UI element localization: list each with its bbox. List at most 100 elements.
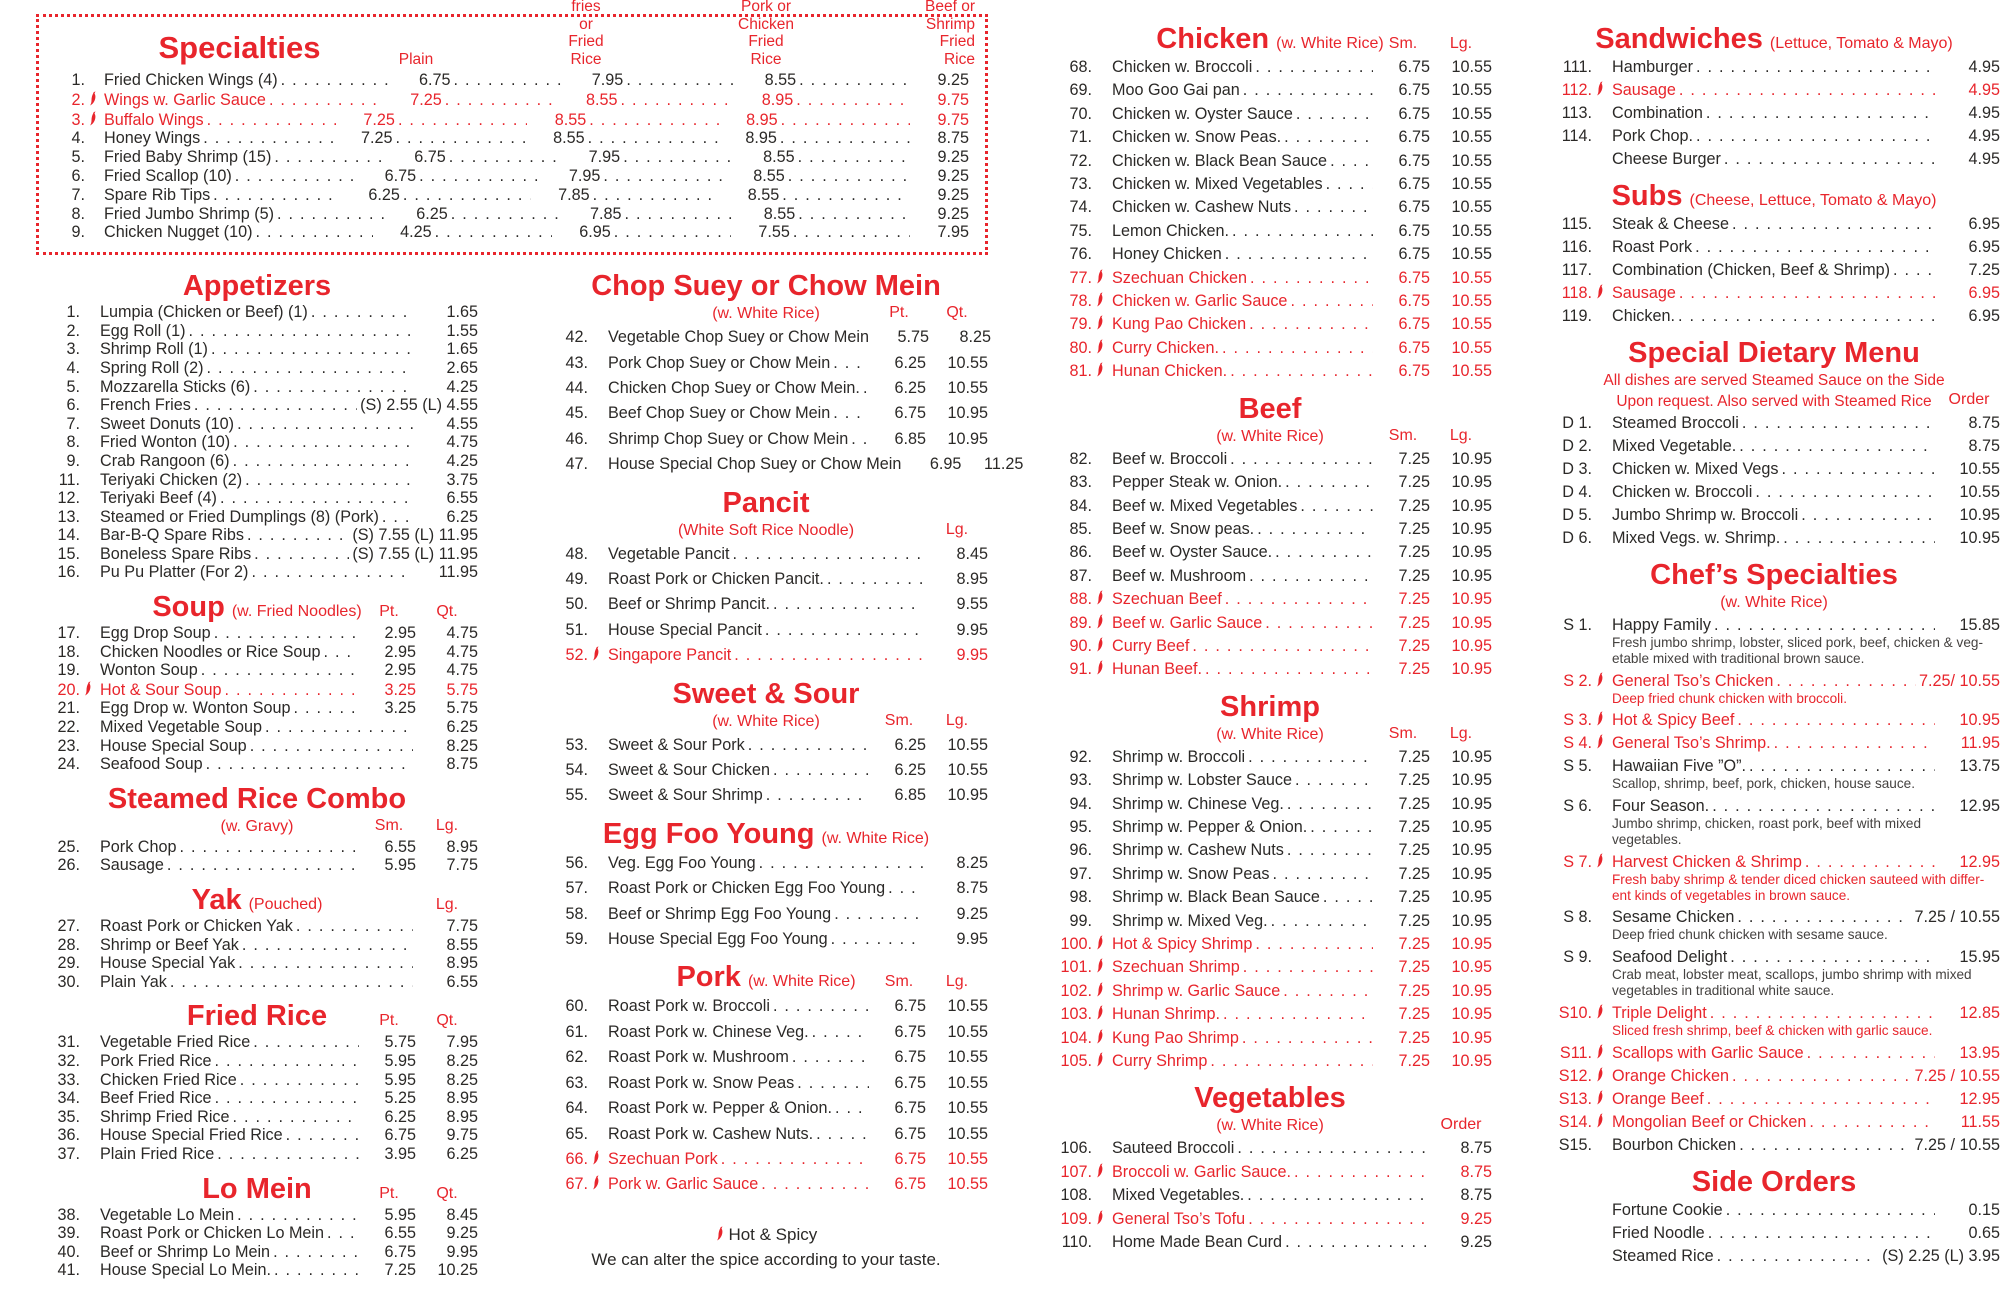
item-price: (S) 7.55 (L) 11.95	[352, 526, 478, 545]
dot-leader	[1706, 102, 1935, 125]
item-price-large: 10.95	[1451, 911, 1492, 930]
dot-leader	[1707, 1088, 1935, 1111]
item-name: Chicken w. Mixed Vegs	[1612, 460, 1779, 478]
item-number: 108.	[1060, 1186, 1092, 1205]
item-price: 8.55	[753, 166, 785, 185]
dot-leader	[851, 427, 869, 452]
item-price-large: 10.55	[947, 735, 988, 754]
section-subtitle-line: (w. White Rice) Pt. Qt.	[544, 303, 988, 325]
item-price: 13.75	[1959, 757, 2000, 776]
menu-item-row: 113. Combination 4.95	[1548, 102, 2000, 125]
section-header: Subs (Cheese, Lettuce, Tomato & Mayo)	[1548, 179, 2000, 213]
item-name: Jumbo Shrimp w. Broccoli	[1612, 506, 1799, 524]
item-price-small: 6.85	[894, 429, 926, 448]
item-price: 6.55	[446, 489, 478, 508]
item-number: 90.	[1069, 636, 1092, 655]
item-price: 6.25	[446, 507, 478, 526]
section-subtitle-line: (w. White Rice)	[1548, 592, 2000, 614]
item-price: 8.95	[761, 90, 794, 109]
menu-item-row: S15. Bourbon Chicken 7.25 / 10.55	[1548, 1134, 2000, 1157]
dot-leader	[816, 1122, 869, 1147]
section-subtitle: (w. White Rice)	[1720, 594, 1828, 611]
item-price-large: 10.95	[947, 429, 988, 448]
menu-item-row: 9. Crab Rangoon (6) 4.25	[36, 452, 478, 471]
chili-pepper-icon	[1092, 613, 1107, 636]
item-price-large: 8.95	[446, 837, 478, 856]
menu-item-row: 26. Sausage 5.95 7.75	[36, 856, 478, 875]
item-number: 9.	[66, 451, 80, 470]
item-number: 65.	[565, 1124, 588, 1143]
item-number: 57.	[565, 879, 588, 898]
section-header: Sandwiches (Lettuce, Tomato & Mayo)	[1548, 22, 2000, 56]
menu-column-1: Appetizers 1. Lumpia (Chicken or Beef) (1)…	[36, 261, 478, 1280]
item-price-small: 6.75	[1398, 315, 1430, 334]
dot-leader	[220, 489, 413, 508]
menu-item-row: 110. Home Made Bean Curd 9.25	[1048, 1231, 1492, 1254]
dot-leader	[1310, 816, 1373, 839]
item-number: 100.	[1060, 935, 1092, 953]
dot-leader	[1712, 795, 1935, 818]
item-name: Roast Pork w. Broccoli	[608, 997, 770, 1016]
chili-pepper-icon	[588, 644, 603, 669]
item-name: Fried Scallop (10)	[104, 166, 232, 185]
menu-item-row: 84. Beef w. Mixed Vegetables 7.25 10.95	[1048, 495, 1492, 518]
item-price-small: 6.75	[1398, 175, 1430, 194]
dot-leader	[445, 91, 559, 110]
item-name: Beef w. Mixed Vegetables	[1112, 496, 1298, 515]
specialties-price-header: w. french fries or Fried Rice	[558, 0, 614, 71]
dot-leader	[207, 111, 336, 130]
item-price: 9.75	[937, 90, 969, 109]
dot-leader	[382, 508, 413, 527]
item-number: 95.	[1069, 817, 1092, 836]
section-header: Chop Suey or Chow Mein	[544, 269, 988, 303]
item-name: Chicken Fried Rice	[100, 1070, 237, 1089]
dot-leader	[233, 1108, 359, 1127]
dot-leader	[773, 994, 869, 1019]
dot-leader	[796, 91, 910, 110]
dot-leader	[1249, 565, 1373, 588]
dot-leader	[1237, 1137, 1427, 1160]
specialties-price-header: Plain	[388, 31, 444, 71]
dot-leader	[250, 737, 413, 756]
menu-item-row: Fortune Cookie 0.15	[1548, 1199, 2000, 1222]
dot-leader	[1714, 614, 1935, 637]
item-price: 7.95	[588, 148, 621, 167]
item-number: D 2.	[1562, 437, 1592, 455]
menu-item-row: D 5. Jumbo Shrimp w. Broccoli 10.95	[1548, 504, 2000, 527]
item-price-large: 10.95	[1451, 771, 1492, 790]
item-name: Plain Fried Rice	[100, 1144, 215, 1163]
item-name: Wings w. Garlic Sauce	[104, 90, 266, 109]
item-name: Crab Rangoon (6)	[100, 451, 230, 470]
price-header: Pt.	[379, 603, 399, 621]
item-price-large: 10.55	[1451, 292, 1492, 311]
item-number: D 6.	[1562, 529, 1592, 547]
item-name: Kung Pao Shrimp	[1112, 1028, 1239, 1047]
chili-pepper-icon	[1592, 1066, 1607, 1089]
item-price: 11.95	[1960, 734, 2000, 753]
dot-leader	[759, 851, 923, 876]
item-number: 59.	[565, 930, 588, 949]
item-price-large: 10.95	[947, 786, 988, 805]
item-number: 71.	[1069, 128, 1092, 147]
dot-leader	[765, 618, 923, 643]
menu-item-row: 34. Beef Fried Rice 5.25 8.95	[36, 1089, 478, 1108]
menu-item-row: 72. Chicken w. Black Bean Sauce 6.75 10.55	[1048, 150, 1492, 173]
item-name: Chicken w. Broccoli	[1112, 58, 1253, 76]
menu-item-row: S 1. Happy Family 15.85	[1548, 614, 2000, 637]
dot-leader	[311, 303, 413, 322]
price-header: Sm.	[1388, 35, 1418, 52]
dot-leader	[215, 1052, 359, 1071]
item-price-small: 2.95	[384, 624, 416, 643]
item-price: 8.95	[446, 954, 478, 973]
item-price-small: 5.95	[384, 1205, 416, 1224]
item-price-large: 6.25	[446, 1144, 478, 1163]
item-number: S11.	[1559, 1043, 1592, 1062]
item-price-small: 3.95	[384, 1144, 416, 1163]
item-name: Kung Pao Chicken	[1112, 315, 1247, 334]
item-number: 3.	[66, 340, 80, 359]
item-price-large: 10.95	[1451, 1052, 1492, 1071]
item-price-small: 6.75	[1398, 268, 1430, 287]
menu-item-row: 1. Lumpia (Chicken or Beef) (1) 1.65	[36, 303, 478, 322]
item-number: 89.	[1069, 613, 1092, 632]
